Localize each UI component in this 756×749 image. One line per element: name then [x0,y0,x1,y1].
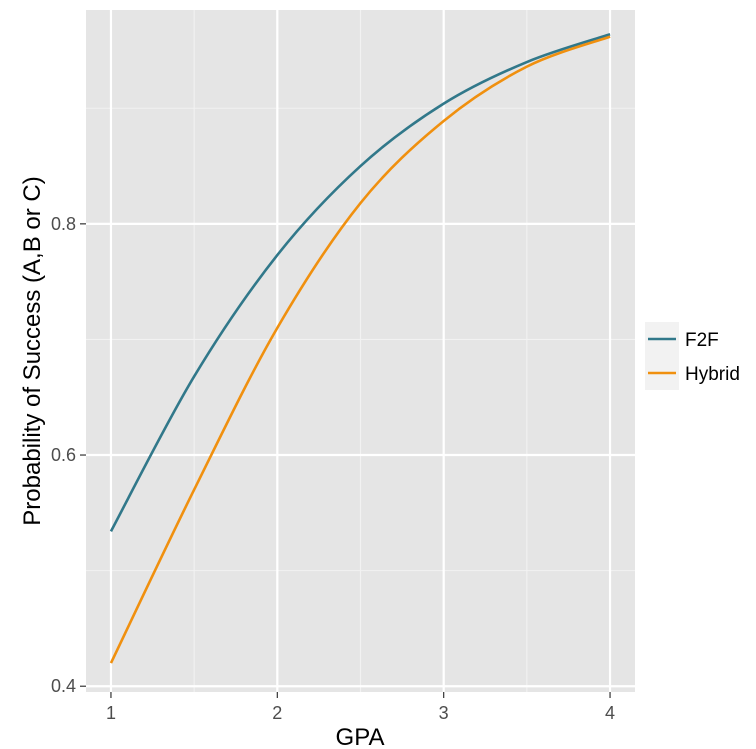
grid-major [86,10,635,692]
y-tick-label: 0.6 [51,445,76,465]
y-tick-label: 0.4 [51,676,76,696]
x-tick-label: 3 [439,703,449,723]
grid-minor [86,10,635,692]
series-lines [109,33,611,664]
y-axis-title: Probability of Success (A,B or C) [19,176,46,525]
y-tick-label: 0.8 [51,214,76,234]
x-axis-title: GPA [336,724,385,749]
legend-label-hybrid: Hybrid [685,364,740,385]
legend: F2F Hybrid [645,322,740,390]
series-line-hybrid [109,35,611,664]
x-tick-label: 4 [605,703,615,723]
series-line-f2f [109,33,611,532]
y-tick-labels: 0.4 0.6 0.8 [51,214,76,696]
axis-ticks [80,223,611,698]
x-tick-label: 2 [272,703,282,723]
x-tick-label: 1 [106,703,116,723]
x-tick-labels: 1 2 3 4 [106,703,615,723]
legend-label-f2f: F2F [685,330,719,351]
